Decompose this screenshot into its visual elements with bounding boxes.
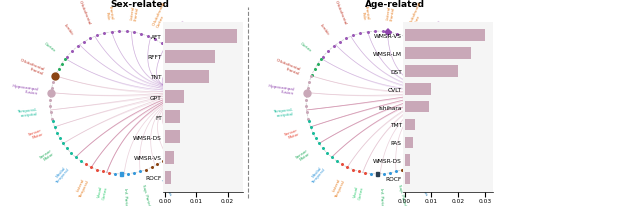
Text: Cingulate
Cortex: Cingulate Cortex	[426, 19, 445, 40]
Text: Inf. Parietal: Inf. Parietal	[378, 187, 383, 206]
Bar	[404, 137, 413, 148]
Text: Sensor
Motor: Sensor Motor	[28, 128, 44, 140]
Text: Ant.
Cingulate: Ant. Cingulate	[196, 135, 218, 150]
Bar	[164, 30, 237, 43]
Bar	[164, 111, 180, 124]
Text: Olfactory: Olfactory	[200, 93, 226, 98]
Text: Visual
Cortex: Visual Cortex	[97, 184, 108, 199]
Text: Parahippoc.: Parahippoc.	[459, 75, 483, 85]
Bar	[164, 91, 184, 104]
Text: Superior
Frontal: Superior Frontal	[456, 82, 480, 92]
Text: Insula: Insula	[443, 42, 455, 53]
Bar	[164, 50, 215, 63]
Text: Sex-related: Sex-related	[110, 0, 169, 9]
Text: Temporal-
occipital: Temporal- occipital	[273, 108, 294, 118]
Bar	[445, 89, 450, 93]
Bar	[404, 66, 458, 77]
Bar	[404, 172, 410, 184]
Text: Occipital: Occipital	[461, 97, 480, 102]
Text: Ant.
Cingulate: Ant. Cingulate	[452, 135, 474, 150]
Bar	[404, 48, 472, 60]
Text: Lateral
Frontal: Lateral Frontal	[129, 5, 140, 21]
Text: Parahippoc.: Parahippoc.	[203, 75, 227, 85]
Text: Sensor
Motor: Sensor Motor	[284, 128, 300, 140]
Bar	[404, 30, 484, 42]
Text: Basal
Ganglia: Basal Ganglia	[173, 165, 189, 182]
Text: Sup. Parietal: Sup. Parietal	[397, 184, 408, 206]
Text: Hippocampal
Fusion: Hippocampal Fusion	[267, 83, 295, 95]
Text: Medial
Temporal: Medial Temporal	[52, 165, 70, 184]
Text: Sensor
Motor: Sensor Motor	[38, 148, 55, 163]
Text: Occipital: Occipital	[205, 97, 224, 102]
Text: Precuneus: Precuneus	[196, 55, 217, 68]
Text: Thalamus: Thalamus	[159, 176, 172, 196]
Text: Cerebellum: Cerebellum	[187, 153, 208, 171]
Text: Frontal
Pole: Frontal Pole	[360, 6, 370, 21]
Text: Lateral
Temporal: Lateral Temporal	[330, 177, 346, 198]
Bar	[404, 155, 410, 166]
Text: Post.
Cingulate: Post. Cingulate	[203, 116, 224, 129]
Text: Frontal
Pole: Frontal Pole	[104, 6, 114, 21]
Bar	[404, 101, 429, 113]
Bar	[376, 172, 380, 176]
Text: Sup. Parietal: Sup. Parietal	[141, 184, 152, 206]
Text: Orbitofrontal
Cortex: Orbitofrontal Cortex	[152, 1, 170, 28]
Text: Basal
Ganglia: Basal Ganglia	[429, 165, 445, 182]
Text: Cortex: Cortex	[44, 41, 56, 53]
Text: Inf. Parietal: Inf. Parietal	[122, 187, 127, 206]
Text: Orbitofrontal
Frontal: Orbitofrontal Frontal	[17, 58, 45, 75]
Text: Cingulate
Cortex: Cingulate Cortex	[170, 19, 189, 40]
Bar	[164, 171, 171, 184]
Text: Sensor
Motor: Sensor Motor	[294, 148, 311, 163]
Text: Precuneus: Precuneus	[452, 55, 473, 68]
Text: Limbic: Limbic	[319, 23, 330, 36]
Text: Visual
Cortex: Visual Cortex	[353, 184, 364, 199]
Text: Cortex: Cortex	[300, 41, 312, 53]
Text: Lateral
Frontal: Lateral Frontal	[385, 5, 396, 21]
Bar	[164, 131, 180, 144]
Text: Olfactory: Olfactory	[456, 93, 482, 98]
Text: Insula: Insula	[187, 42, 199, 53]
Bar	[404, 119, 415, 131]
Text: Sub-
Contributions: Sub- Contributions	[204, 111, 232, 129]
Text: Age-related: Age-related	[365, 0, 426, 9]
Bar	[189, 89, 194, 93]
Bar	[404, 84, 431, 95]
Text: Cerebellum: Cerebellum	[443, 153, 464, 171]
Bar	[164, 151, 174, 164]
Text: Post.
Cingulate: Post. Cingulate	[459, 116, 480, 129]
Text: Thalamus: Thalamus	[415, 176, 428, 196]
Text: Orbitofrontal: Orbitofrontal	[334, 0, 348, 26]
Text: Orbitofrontal
Frontal: Orbitofrontal Frontal	[273, 58, 301, 75]
Text: Medial
Temporal: Medial Temporal	[308, 165, 326, 184]
Text: Orbitofrontal: Orbitofrontal	[78, 0, 92, 26]
Text: Superior
Frontal: Superior Frontal	[200, 82, 224, 92]
Text: Hippocampal
Fusion: Hippocampal Fusion	[11, 83, 39, 95]
Text: Orbitofrontal
Cortex: Orbitofrontal Cortex	[408, 1, 426, 28]
Text: Sub-
Contributions: Sub- Contributions	[460, 111, 488, 129]
Text: Lateral
Temporal: Lateral Temporal	[74, 177, 90, 198]
Text: Limbic: Limbic	[63, 23, 74, 36]
Text: Temporal-
occipital: Temporal- occipital	[17, 108, 38, 118]
Bar	[164, 70, 209, 84]
Bar	[120, 172, 124, 176]
